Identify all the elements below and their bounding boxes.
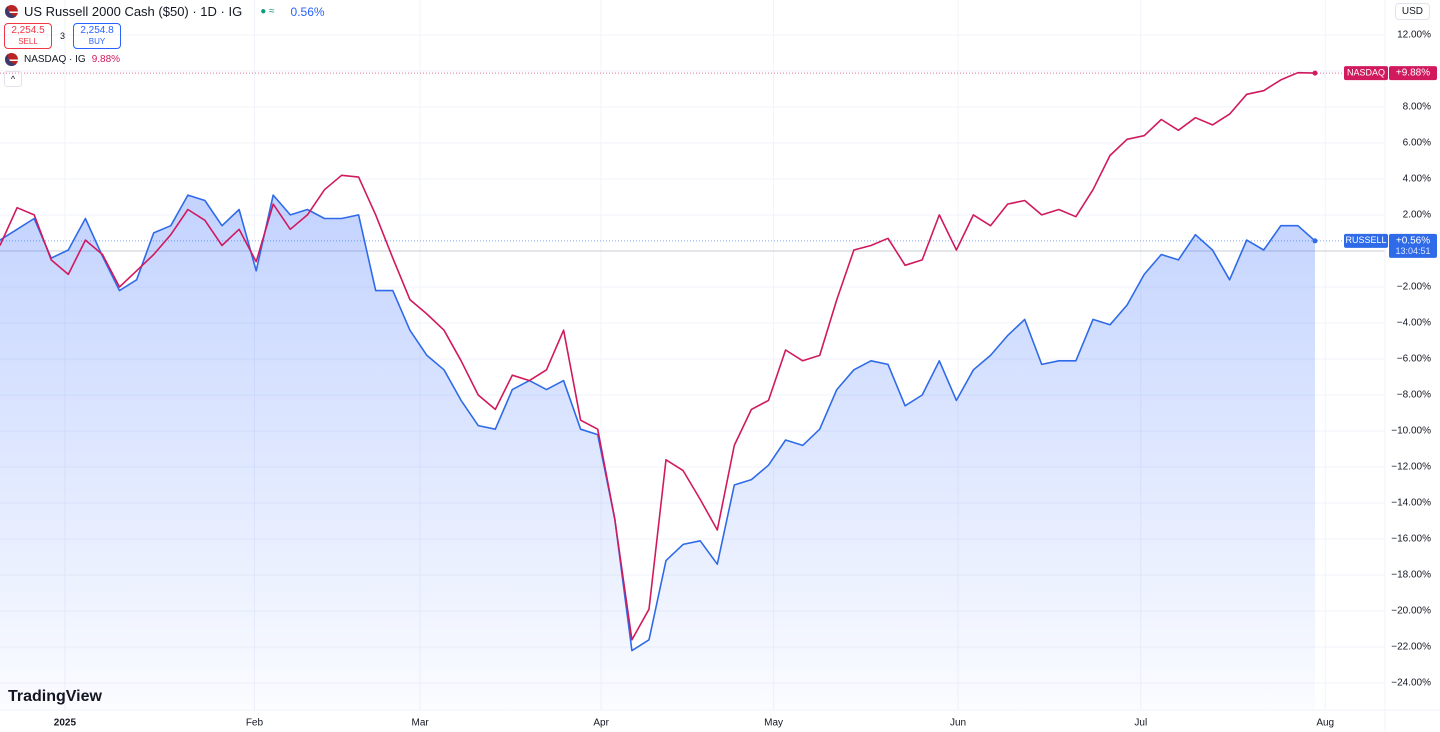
y-tick-label: −10.00% [1391, 426, 1431, 437]
compare-change: 9.88% [91, 54, 121, 65]
x-tick-label: Apr [593, 718, 609, 729]
symbol[interactable]: US Russell 2000 Cash ($50) · 1D · IG [24, 4, 243, 19]
y-tick-label: −12.00% [1391, 462, 1431, 473]
change: 0.56% [290, 4, 325, 19]
y-tick-label: 4.00% [1403, 174, 1431, 185]
buy-price: 2,254.8 [80, 25, 114, 36]
line [0, 194, 1316, 652]
area [0, 195, 1315, 711]
x-tick-label: Mar [411, 718, 429, 729]
sell-price: 2,254.5 [11, 25, 45, 36]
x-tick-label: Feb [246, 718, 264, 729]
y-tick-label: −24.00% [1391, 678, 1431, 689]
y-tick-label: −22.00% [1391, 642, 1431, 653]
value-badge [1389, 66, 1437, 81]
y-tick-label: 2.00% [1403, 210, 1431, 221]
flag-icon [5, 5, 18, 18]
compare-symbol[interactable]: NASDAQ · IG [24, 54, 86, 65]
y-tick-label: −8.00% [1397, 390, 1431, 401]
y-tick-label: −20.00% [1391, 606, 1431, 617]
flag-icon [5, 53, 18, 66]
y-tick-label: 8.00% [1403, 102, 1431, 113]
collapse-button[interactable]: ^ [4, 71, 22, 87]
compare-row: NASDAQ · IG 9.88% [5, 53, 120, 66]
last-value-label: +9.88% [1396, 68, 1430, 79]
name-badge [1344, 233, 1388, 248]
buy-button[interactable]: 2,254.8 BUY [73, 23, 122, 49]
line [0, 71, 1316, 641]
last-point [1312, 70, 1318, 76]
y-tick-label: −18.00% [1391, 570, 1431, 581]
countdown: 13:04:51 [1395, 246, 1430, 256]
x-tick-label: Aug [1316, 718, 1334, 729]
spread: 3 [60, 31, 66, 41]
x-tick-label: 2025 [54, 718, 77, 729]
last-point [1312, 238, 1318, 244]
buy-label: BUY [88, 37, 106, 46]
status-icon: ● ≈ [260, 6, 275, 17]
x-tick-label: May [764, 718, 783, 729]
y-tick-label: −4.00% [1397, 318, 1431, 329]
x-tick-label: Jul [1134, 718, 1147, 729]
trade-row: 2,254.5 SELL 3 2,254.8 BUY [4, 23, 122, 49]
sell-label: SELL [18, 37, 38, 46]
series-name: NASDAQ [1347, 67, 1385, 77]
y-tick-label: −2.00% [1397, 282, 1431, 293]
currency-button[interactable]: USD [1394, 3, 1430, 20]
series-name: RUSSELL [1345, 235, 1386, 245]
x-tick-label: Jun [950, 718, 966, 729]
y-tick-label: −16.00% [1391, 534, 1431, 545]
y-tick-label: 6.00% [1403, 138, 1431, 149]
y-tick-label: −14.00% [1391, 498, 1431, 509]
value-badge [1389, 233, 1437, 258]
brand-logo: TradingView [8, 688, 102, 705]
last-value-label: +0.56% [1396, 236, 1430, 247]
symbol-row: US Russell 2000 Cash ($50) · 1D · IG ● ≈… [5, 4, 325, 19]
y-tick-label: 12.00% [1397, 30, 1431, 41]
y-tick-label: −6.00% [1397, 354, 1431, 365]
sell-button[interactable]: 2,254.5 SELL [4, 23, 52, 49]
name-badge [1344, 66, 1388, 81]
